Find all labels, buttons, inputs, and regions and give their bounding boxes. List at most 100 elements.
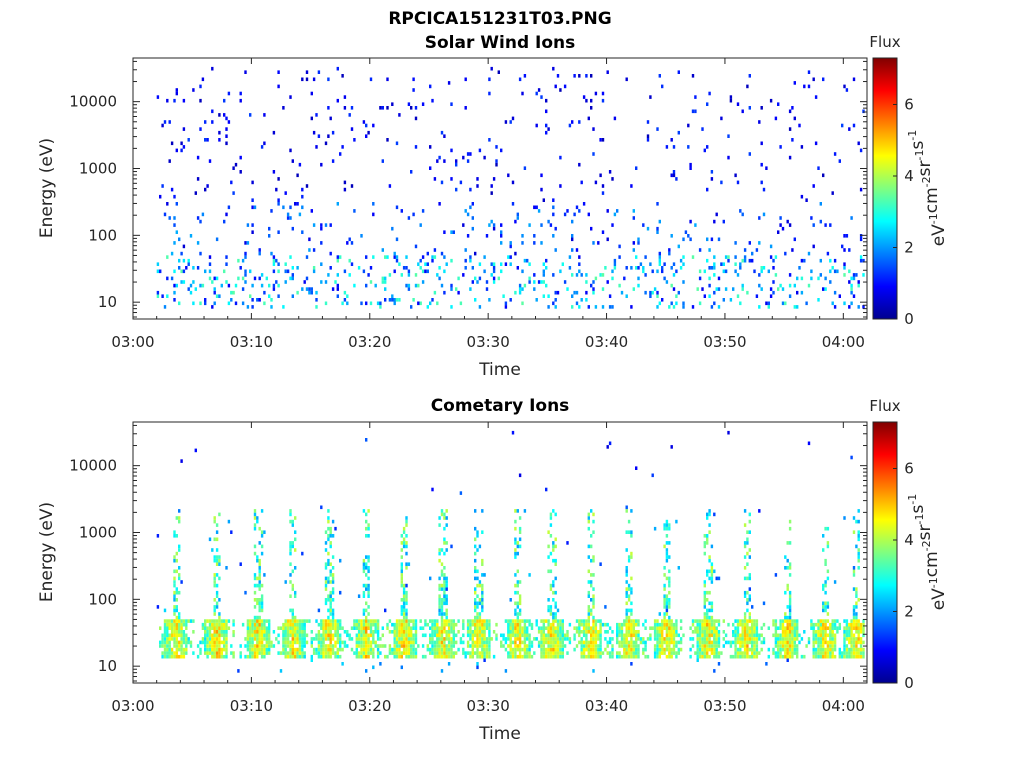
- flux-cell: [357, 633, 361, 638]
- flux-cell: [405, 601, 408, 606]
- flux-cell: [289, 544, 292, 549]
- flux-cell: [253, 544, 257, 549]
- flux-cell: [417, 262, 420, 266]
- flux-cell: [814, 622, 818, 627]
- flux-cell: [317, 651, 321, 655]
- flux-cell: [492, 177, 496, 181]
- flux-cell: [471, 226, 474, 231]
- flux-cell: [365, 608, 368, 613]
- flux-cell: [625, 633, 628, 638]
- flux-cell: [213, 612, 216, 616]
- flux-cell: [180, 619, 183, 623]
- flux-cell: [729, 640, 733, 645]
- flux-cell: [526, 654, 529, 659]
- flux-cell: [592, 644, 595, 648]
- flux-cell: [275, 187, 278, 192]
- flux-cell: [774, 273, 778, 277]
- flux-cell: [175, 91, 178, 96]
- flux-cell: [348, 113, 351, 117]
- flux-cell: [322, 626, 325, 630]
- flux-cell: [320, 241, 323, 245]
- flux-cell: [819, 637, 822, 641]
- flux-cell: [791, 637, 794, 641]
- flux-cell: [367, 558, 370, 563]
- flux-cell: [239, 266, 242, 270]
- flux-cell: [663, 598, 666, 602]
- flux-cell: [831, 644, 834, 648]
- flux-cell: [163, 644, 167, 648]
- flux-cell: [289, 594, 292, 598]
- flux-cell: [258, 598, 261, 602]
- flux-cell: [215, 555, 219, 559]
- flux-cell: [208, 537, 212, 542]
- flux-cell: [831, 626, 834, 630]
- flux-cell: [360, 651, 363, 655]
- flux-cell: [507, 637, 510, 641]
- flux-cell: [637, 647, 640, 652]
- flux-cell: [561, 640, 564, 645]
- flux-cell: [729, 95, 733, 99]
- flux-cell: [691, 644, 695, 648]
- flux-cell: [211, 644, 214, 648]
- flux-cell: [204, 187, 207, 192]
- flux-cell: [215, 590, 219, 595]
- flux-cell: [781, 619, 785, 623]
- flux-cell: [284, 640, 287, 645]
- flux-cell: [625, 548, 628, 552]
- flux-cell: [346, 633, 349, 638]
- flux-cell: [374, 283, 377, 288]
- flux-cell: [180, 280, 183, 284]
- flux-cell: [677, 651, 680, 655]
- flux-cell: [549, 640, 553, 645]
- flux-cell: [462, 619, 465, 623]
- flux-cell: [784, 619, 787, 623]
- flux-cell: [857, 651, 860, 655]
- flux-cell: [594, 633, 598, 638]
- flux-cell: [661, 298, 664, 302]
- flux-cell: [277, 626, 280, 630]
- flux-cell: [400, 576, 403, 581]
- flux-cell: [436, 654, 439, 659]
- flux-cell: [748, 647, 751, 652]
- flux-cell: [587, 544, 590, 549]
- flux-cell: [741, 283, 744, 288]
- flux-cell: [504, 669, 508, 673]
- flux-cell: [402, 590, 406, 595]
- flux-cell: [661, 630, 664, 634]
- flux-cell: [824, 608, 827, 613]
- flux-cell: [843, 273, 846, 277]
- flux-cell: [838, 651, 841, 655]
- flux-cell: [523, 509, 527, 513]
- flux-cell: [713, 290, 716, 295]
- flux-cell: [476, 280, 479, 284]
- flux-cell: [556, 619, 560, 623]
- flux-cell: [485, 626, 489, 630]
- flux-cell: [788, 155, 792, 160]
- flux-cell: [357, 644, 361, 648]
- flux-cell: [284, 580, 287, 584]
- flux-cell: [518, 637, 522, 641]
- flux-cell: [793, 81, 796, 85]
- flux-cell: [339, 640, 342, 645]
- flux-cell: [429, 626, 432, 630]
- flux-cell: [843, 266, 846, 270]
- flux-cell: [630, 640, 633, 645]
- flux-cell: [732, 654, 735, 659]
- flux-cell: [334, 526, 337, 531]
- flux-cell: [651, 290, 654, 295]
- flux-cell: [220, 630, 223, 634]
- flux-cell: [563, 644, 567, 648]
- flux-cell: [196, 216, 200, 220]
- flux-cell: [533, 234, 536, 238]
- flux-cell: [367, 523, 370, 527]
- flux-cell: [215, 537, 219, 542]
- flux-cell: [476, 569, 479, 574]
- flux-cell: [483, 640, 486, 645]
- flux-cell: [481, 558, 484, 563]
- flux-cell: [324, 598, 328, 602]
- flux-cell: [369, 619, 373, 623]
- flux-cell: [852, 530, 856, 534]
- flux-cell: [573, 637, 576, 641]
- flux-cell: [824, 630, 827, 634]
- flux-cell: [339, 633, 342, 638]
